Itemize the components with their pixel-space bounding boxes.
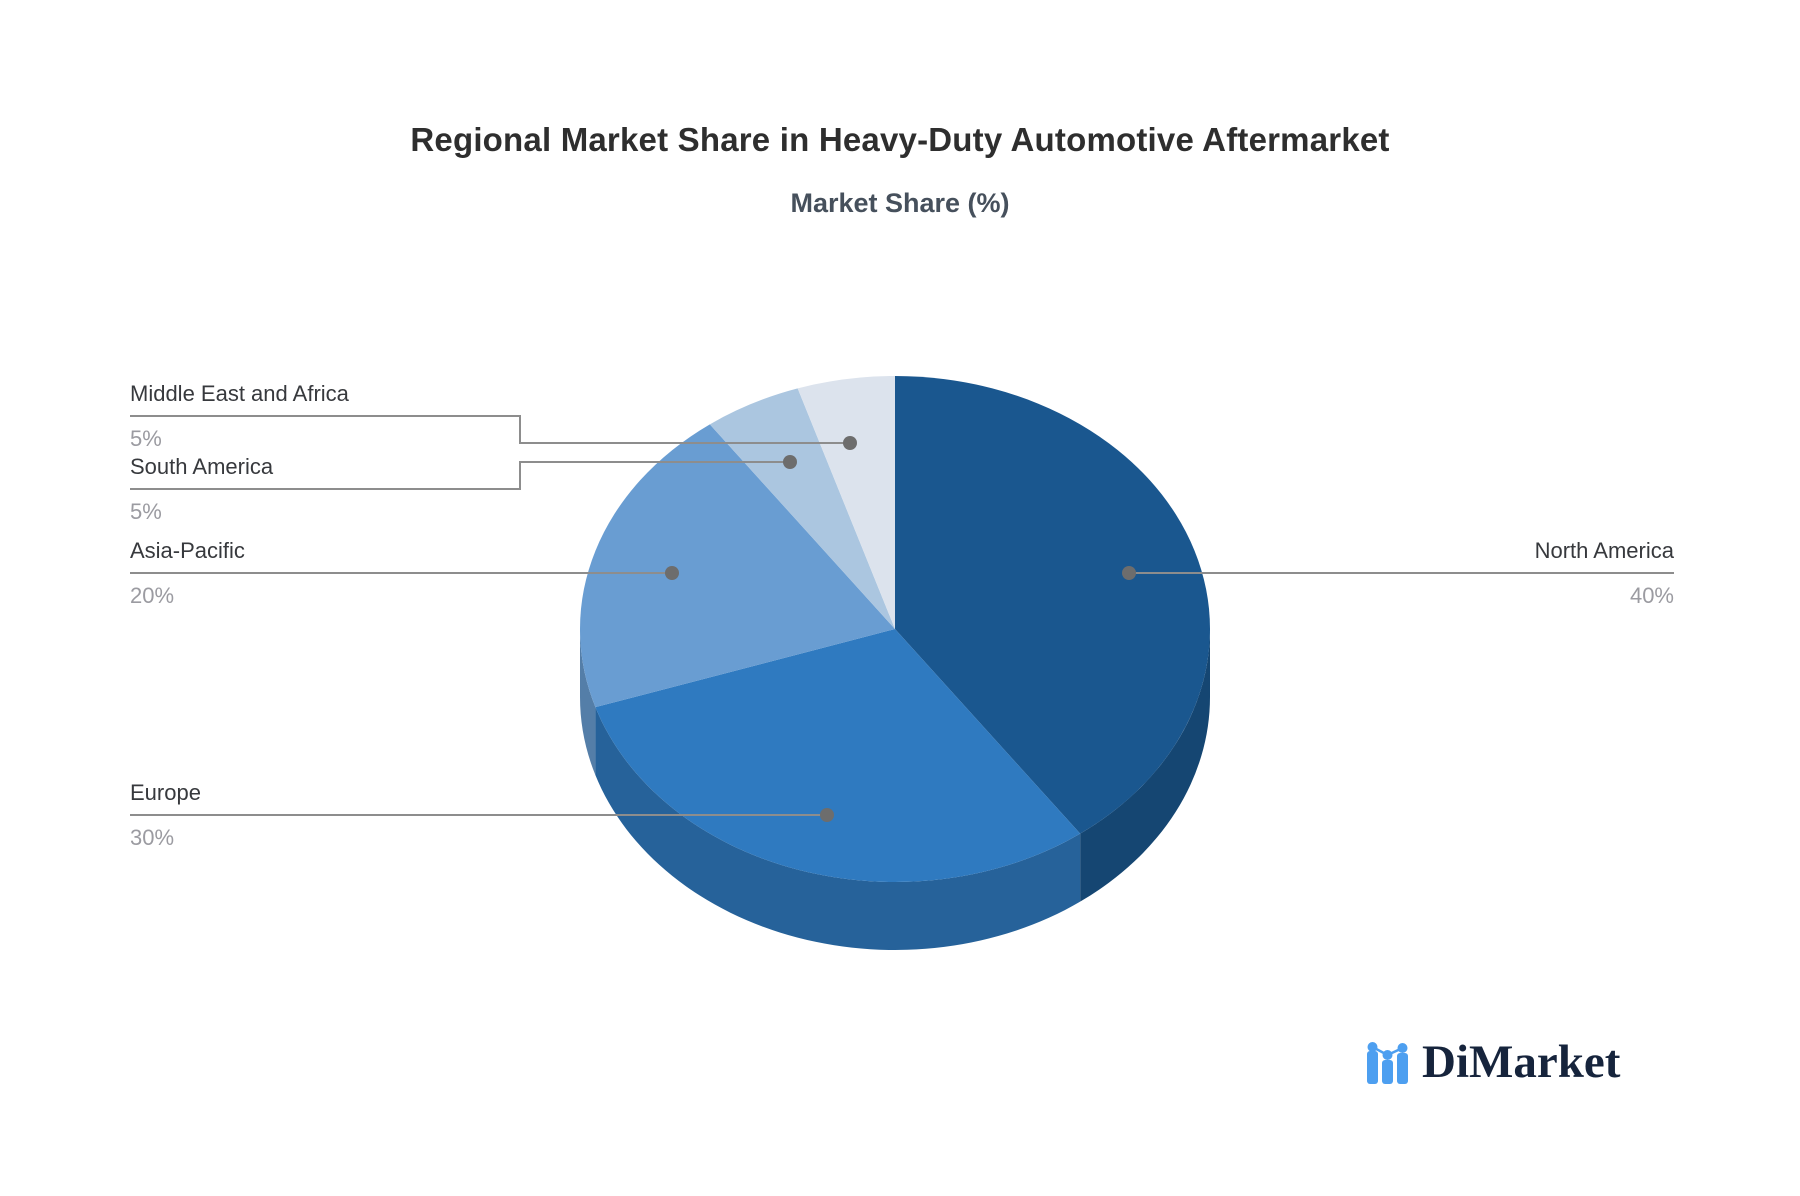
- value-north-america: 40%: [1629, 583, 1674, 608]
- chart-title: Regional Market Share in Heavy-Duty Auto…: [410, 121, 1390, 158]
- callout-dot-north-america: [1122, 566, 1136, 580]
- callout-line-south-america: [130, 461, 790, 490]
- chart-subtitle: Market Share (%): [790, 188, 1010, 218]
- label-south-america: South America: [130, 454, 274, 479]
- label-middle-east-and-africa: Middle East and Africa: [130, 381, 349, 406]
- callout-dot-europe: [820, 808, 834, 822]
- callout-dot-south-america: [783, 455, 797, 469]
- value-middle-east-and-africa: 5%: [130, 426, 162, 451]
- pie-slice-europe[interactable]: [595, 629, 1081, 882]
- label-north-america: North America: [1534, 538, 1674, 563]
- label-europe: Europe: [130, 780, 201, 805]
- callout-dot-middle-east-and-africa: [843, 436, 857, 450]
- pie-slice-asia-pacific[interactable]: [580, 424, 895, 708]
- value-europe: 30%: [130, 825, 175, 850]
- label-asia-pacific: Asia-Pacific: [130, 538, 245, 563]
- pie-side-europe: [595, 707, 1081, 950]
- pie-side-north-america: [1080, 629, 1210, 902]
- dimarket-logo: DiMarket: [1364, 1036, 1620, 1088]
- pie-slice-north-america[interactable]: [895, 376, 1210, 834]
- callout-line-middle-east-and-africa: [130, 415, 850, 444]
- pie-side-asia-pacific: [580, 629, 596, 776]
- dimarket-logo-text: DiMarket: [1422, 1036, 1621, 1088]
- dimarket-logo-icon: [1367, 1042, 1408, 1084]
- value-south-america: 5%: [130, 499, 162, 524]
- pie-slice-middle-east-and-africa[interactable]: [797, 376, 895, 629]
- pie-slice-south-america[interactable]: [709, 388, 895, 629]
- value-asia-pacific: 20%: [130, 583, 175, 608]
- callout-dot-asia-pacific: [665, 566, 679, 580]
